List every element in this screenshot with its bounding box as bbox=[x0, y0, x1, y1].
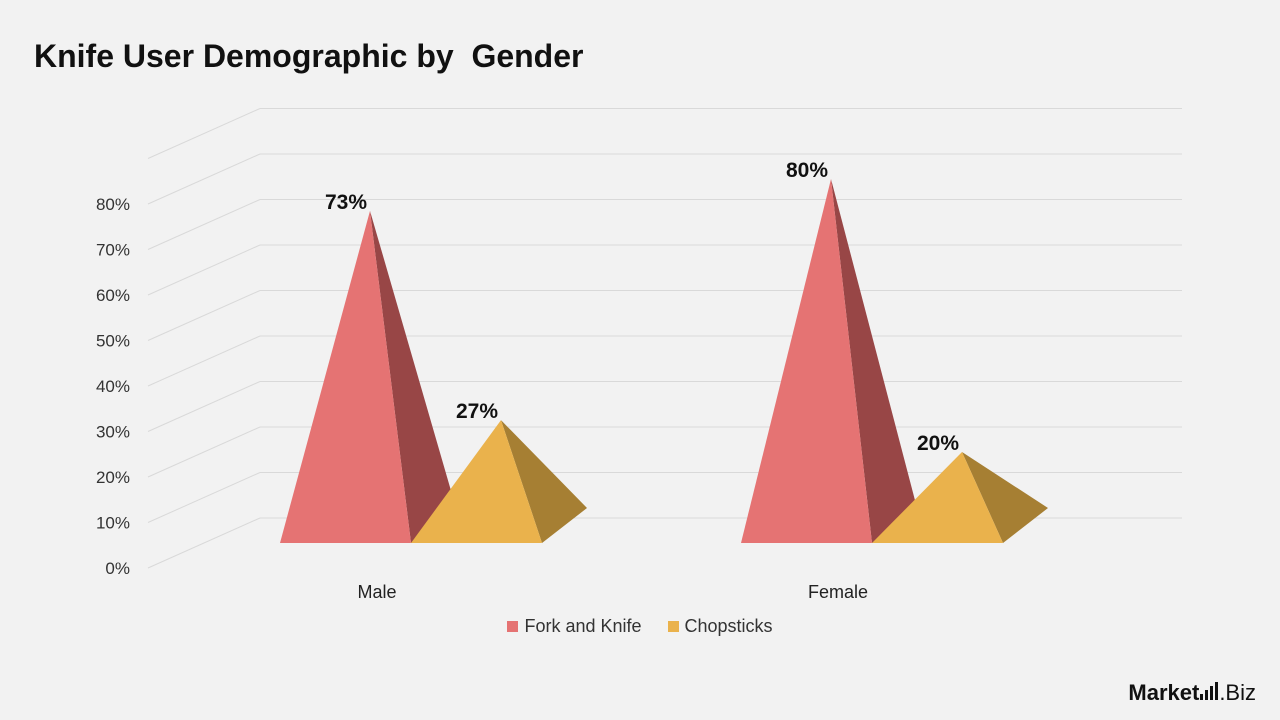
gridline-depth bbox=[147, 108, 261, 159]
chart-legend: Fork and Knife Chopsticks bbox=[0, 616, 1280, 637]
x-category-label: Female bbox=[808, 582, 868, 602]
y-tick-label: 10% bbox=[96, 514, 130, 533]
x-category-label: Male bbox=[357, 582, 396, 602]
pyramid-side-face bbox=[501, 420, 587, 543]
pyramid-bar bbox=[411, 420, 542, 543]
data-label: 80% bbox=[786, 159, 828, 182]
pyramid-bar bbox=[872, 452, 1003, 543]
gridline-depth bbox=[147, 244, 261, 296]
y-tick-label: 50% bbox=[96, 332, 130, 351]
logo-brand: Market bbox=[1128, 680, 1200, 705]
data-label: 20% bbox=[917, 432, 959, 455]
gridline-depth bbox=[147, 153, 261, 205]
marketbiz-logo: Market .Biz bbox=[1128, 680, 1256, 706]
y-tick-label: 20% bbox=[96, 468, 130, 487]
legend-label: Fork and Knife bbox=[524, 616, 642, 636]
pyramid-side-face bbox=[370, 210, 456, 543]
logo-suffix: .Biz bbox=[1219, 680, 1256, 705]
gridline-depth bbox=[147, 199, 261, 250]
pyramid-bar bbox=[741, 179, 872, 543]
legend-swatch bbox=[667, 621, 679, 632]
y-tick-label: 40% bbox=[96, 377, 130, 396]
pyramid-side-face bbox=[962, 452, 1048, 543]
gridline-depth bbox=[147, 517, 261, 569]
data-label: 73% bbox=[325, 191, 367, 214]
gridline-depth bbox=[147, 472, 261, 523]
y-tick-label: 0% bbox=[105, 559, 130, 578]
gridline-depth bbox=[147, 335, 261, 387]
bars-icon bbox=[1200, 682, 1219, 700]
y-tick-label: 60% bbox=[96, 286, 130, 305]
pyramid-side-face bbox=[831, 179, 917, 543]
gridline-depth bbox=[147, 426, 261, 478]
y-tick-label: 70% bbox=[96, 241, 130, 260]
legend-label: Chopsticks bbox=[684, 616, 773, 636]
gridline-depth bbox=[147, 381, 261, 432]
y-tick-label: 30% bbox=[96, 423, 130, 442]
y-tick-label: 80% bbox=[96, 195, 130, 214]
data-label: 27% bbox=[456, 400, 498, 423]
legend-swatch bbox=[507, 621, 519, 632]
legend-item-chopsticks: Chopsticks bbox=[667, 616, 773, 637]
pyramid-bar bbox=[280, 210, 411, 543]
chart-title: Knife User Demographic by Gender bbox=[34, 38, 584, 74]
gridline-depth bbox=[147, 290, 261, 341]
legend-item-fork-and-knife: Fork and Knife bbox=[507, 616, 642, 637]
